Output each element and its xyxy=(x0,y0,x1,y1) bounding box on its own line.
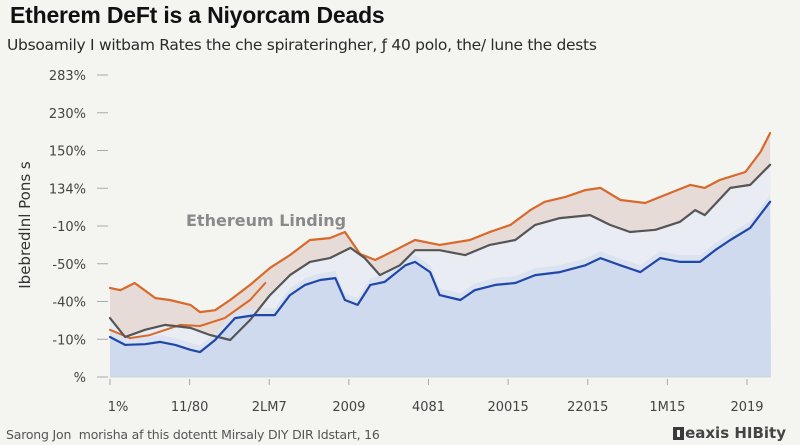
x-tick-label: 2019 xyxy=(730,400,763,415)
x-tick-label: 1% xyxy=(108,400,129,415)
chart-subtitle: Ubsoamily I witbam Rates the che spirate… xyxy=(7,36,597,54)
x-tick-label: 20015 xyxy=(487,400,528,415)
x-tick-label: 4081 xyxy=(412,400,445,415)
y-tick-label: 230% xyxy=(49,107,86,122)
brand-logo-icon xyxy=(673,426,685,440)
y-tick-label: % xyxy=(74,371,86,386)
y-axis-ticks: % -10% -40% -50% -10% 134% 150% 230% 283% xyxy=(49,69,108,386)
brand-logo: eaxis HIBity xyxy=(673,424,786,442)
x-tick-label: 2LM7 xyxy=(252,400,287,415)
y-tick-label: -10% xyxy=(52,220,86,235)
brand-name: eaxis HIBity xyxy=(685,424,786,442)
series-line-orange-lower xyxy=(109,282,267,340)
x-tick-label: 1M15 xyxy=(649,400,685,415)
chart-title: Etherem DeFt is a Niyorcam Deads xyxy=(10,2,385,28)
series-line-orange-upper xyxy=(108,132,772,314)
series-line-blue xyxy=(108,200,772,354)
y-tick-label: -50% xyxy=(52,258,86,273)
x-axis-ticks: 1% 11/80 2LM7 2009 4081 20015 22015 1M15 2019 xyxy=(108,379,764,415)
y-axis-title: Ibebredlnl Pons s xyxy=(16,161,34,289)
source-note: Sarong Jon morisha af this dotentt Mirsa… xyxy=(6,427,380,442)
y-tick-label: 134% xyxy=(49,182,86,197)
area-fill-blue xyxy=(110,201,771,377)
y-tick-label: -40% xyxy=(52,296,86,311)
series-lines xyxy=(108,132,772,354)
x-tick-label: 11/80 xyxy=(171,400,208,415)
area-fill-orange-band xyxy=(110,133,771,340)
x-tick-label: 22015 xyxy=(567,400,608,415)
y-tick-label: 283% xyxy=(49,69,86,84)
x-tick-label: 2009 xyxy=(332,400,365,415)
annotation-label: Ethereum Linding xyxy=(186,211,346,230)
y-tick-label: 150% xyxy=(49,145,86,160)
y-tick-label: -10% xyxy=(52,333,86,348)
area-fills xyxy=(110,133,771,377)
